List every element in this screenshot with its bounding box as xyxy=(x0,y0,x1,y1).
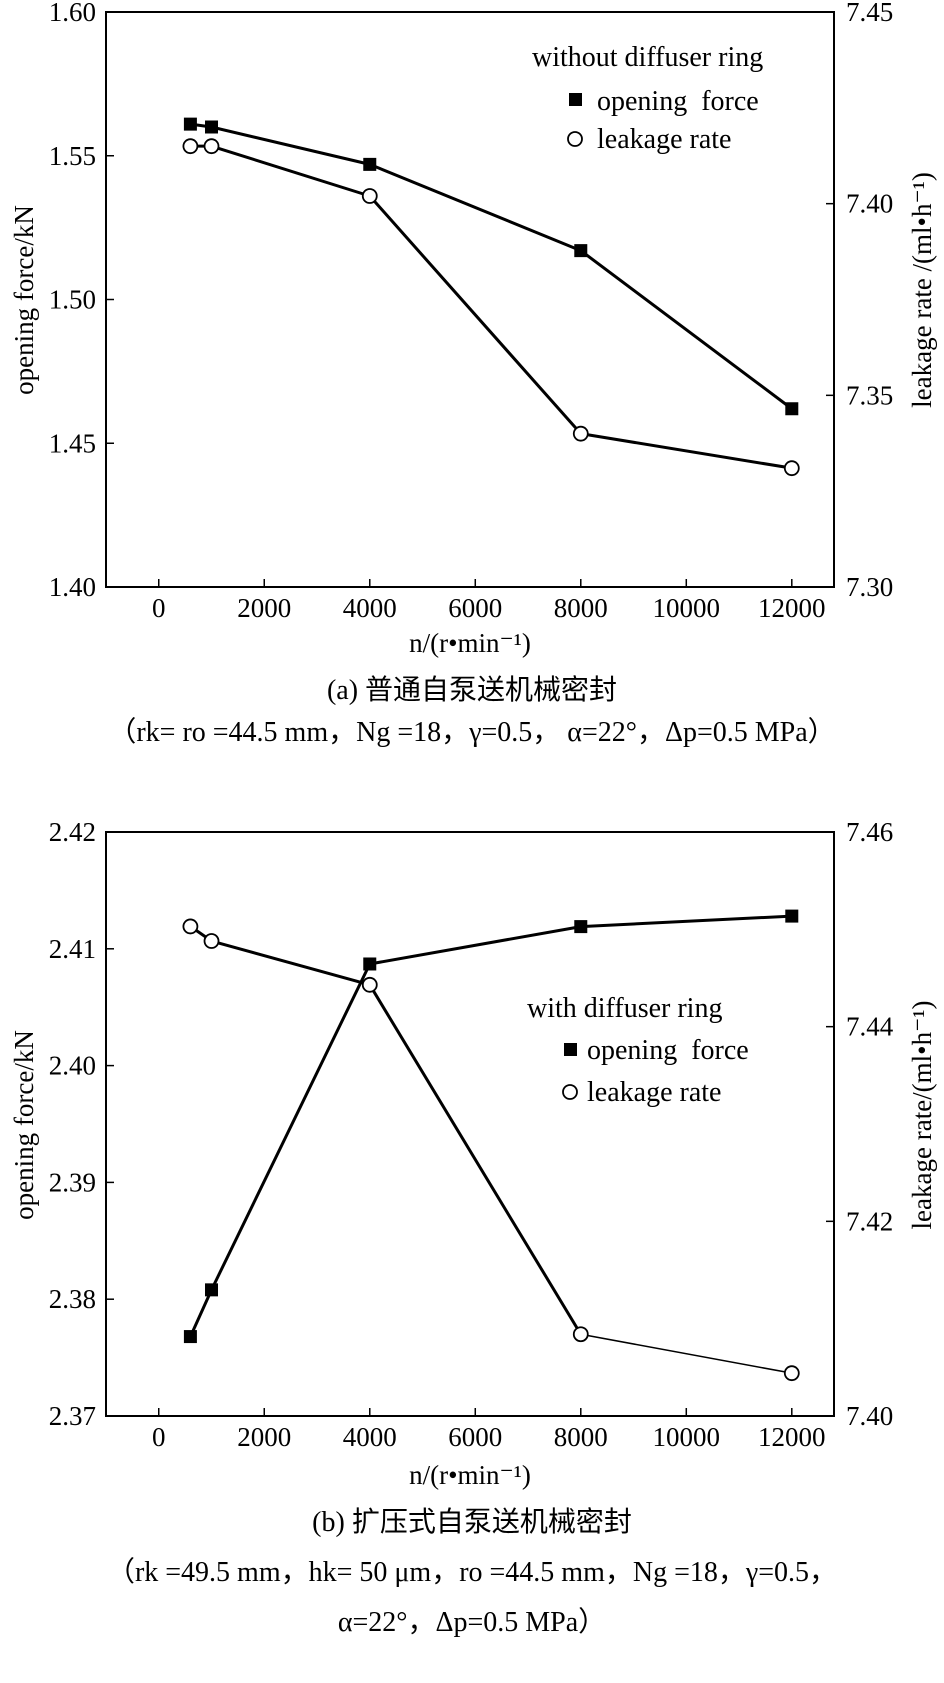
chart-b-caption-params-line1: （rk =49.5 mm，hk= 50 μm，ro =44.5 mm，Ng =1… xyxy=(106,1557,838,1588)
chart-a-caption-title: (a) 普通自泵送机械密封 xyxy=(326,675,618,706)
chart-a-opening-force-point xyxy=(574,244,588,258)
chart-a-y2-tick-label: 7.30 xyxy=(846,572,893,602)
chart-a-x-tick-label: 4000 xyxy=(343,593,397,623)
chart-b-leakage-rate-point xyxy=(203,933,220,949)
chart-b-y2-tick-label: 7.40 xyxy=(846,1401,893,1431)
chart-b-series-1-segment xyxy=(369,925,582,966)
chart-b-series-1-segment xyxy=(210,963,372,1291)
chart-a-x-tick-label: 0 xyxy=(152,593,166,623)
chart-a-y-tick-label: 1.45 xyxy=(49,428,96,458)
chart-a-series-2-segment xyxy=(580,432,793,470)
chart-a-y-tick-label: 1.60 xyxy=(49,0,96,27)
chart-a-y2-axis-label: leakage rate /(ml•h⁻¹) xyxy=(907,172,937,408)
chart-a-series-1-segment xyxy=(579,249,793,410)
chart-b-opening-force-point xyxy=(785,909,799,923)
chart-b-legend-square-marker xyxy=(564,1043,577,1056)
chart-a-y-tick-label: 1.50 xyxy=(49,285,96,315)
chart-b-series-2-segment xyxy=(368,984,583,1336)
chart-b-caption-params-line2: α=22°，Δp=0.5 MPa） xyxy=(337,1607,607,1638)
chart-b-plot-frame xyxy=(105,831,835,1417)
chart-b-x-tick-label: 2000 xyxy=(237,1422,291,1452)
chart-a-y2-tick-label: 7.35 xyxy=(846,380,893,410)
chart-b-y2-tick-label: 7.42 xyxy=(846,1206,893,1236)
chart-b-y2-axis-label: leakage rate/(ml•h⁻¹) xyxy=(907,1001,937,1230)
chart-b-opening-force-point xyxy=(183,1330,197,1344)
chart-b-opening-force-point xyxy=(363,957,377,971)
chart-a-leakage-rate-point xyxy=(203,138,220,155)
chart-b-x-tick-label: 8000 xyxy=(554,1422,608,1452)
chart-a-legend-series-2: leakage rate xyxy=(597,124,731,155)
chart-a-legend-square-marker xyxy=(569,93,582,106)
chart-b-x-tick-label: 4000 xyxy=(343,1422,397,1452)
chart-a-leakage-rate-point xyxy=(572,425,589,442)
chart-a-y2-tick-label: 7.40 xyxy=(846,189,893,219)
chart-a-series-2-segment xyxy=(211,144,371,198)
chart-b-y2-tick-label: 7.44 xyxy=(846,1012,894,1042)
chart-a-y2-tick-label: 7.45 xyxy=(846,0,893,27)
chart-b-series-1-segment xyxy=(189,1289,213,1338)
chart-a-y-tick-label: 1.55 xyxy=(49,141,96,171)
chart-b-y-tick-label: 2.37 xyxy=(49,1401,96,1431)
chart-a-leakage-rate-point xyxy=(182,138,199,155)
chart-b-caption-title: (b) 扩压式自泵送机械密封 xyxy=(312,1507,632,1538)
chart-b-leakage-rate-point xyxy=(361,976,378,993)
chart-a-y-axis-label: opening force/kN xyxy=(9,205,39,395)
chart-a-opening-force-point xyxy=(363,157,377,171)
chart-a-x-tick-label: 6000 xyxy=(448,593,502,623)
chart-a-y-tick-label: 1.40 xyxy=(49,572,96,602)
chart-a-opening-force-point xyxy=(785,402,799,416)
chart-b-series-2-segment xyxy=(211,939,371,987)
chart-b-legend-series-2: leakage rate xyxy=(587,1077,721,1108)
chart-a-series-2-segment xyxy=(368,195,582,435)
chart-b-series-2-segment xyxy=(580,1333,792,1374)
chart-a-x-tick-label: 2000 xyxy=(237,593,291,623)
chart-b-opening-force-point xyxy=(574,920,588,934)
chart-b-leakage-rate-point xyxy=(182,918,199,935)
chart-b-x-tick-label: 0 xyxy=(152,1422,166,1452)
chart-a-legend-circle-marker xyxy=(567,131,583,147)
chart-a-legend-title: without diffuser ring xyxy=(532,42,763,73)
chart-b-leakage-rate-point xyxy=(572,1326,589,1343)
chart-b: 0 2000 4000 6000 8000 10000 12000 2.37 2.38 2.39 2… xyxy=(9,817,937,1490)
chart-a-caption-params: （rk= ro =44.5 mm，Ng =18，γ=0.5， α=22°，Δp=… xyxy=(108,717,836,748)
chart-b-y-tick-label: 2.41 xyxy=(49,934,96,964)
chart-a-x-tick-label: 8000 xyxy=(554,593,608,623)
chart-b-legend-series-1: opening force xyxy=(587,1035,749,1066)
chart-a-series-1-segment xyxy=(369,162,582,253)
chart-a-x-tick-label: 10000 xyxy=(653,593,721,623)
chart-b-x-tick-label: 10000 xyxy=(653,1422,721,1452)
chart-b-y-tick-label: 2.38 xyxy=(49,1284,96,1314)
chart-b-opening-force-point xyxy=(205,1283,219,1297)
chart-b-x-tick-label: 12000 xyxy=(758,1422,826,1452)
chart-a-x-axis-label: n/(r•min⁻¹) xyxy=(409,628,531,658)
chart-b-leakage-rate-point xyxy=(783,1365,800,1382)
chart-a-opening-force-point xyxy=(183,117,197,131)
chart-a-legend-series-1: opening force xyxy=(597,86,759,117)
chart-b-y-tick-label: 2.40 xyxy=(49,1051,96,1081)
chart-b-x-tick-label: 6000 xyxy=(448,1422,502,1452)
chart-b-legend-title: with diffuser ring xyxy=(527,993,722,1024)
chart-a-leakage-rate-point xyxy=(783,460,800,477)
chart-b-y-tick-label: 2.39 xyxy=(49,1167,96,1197)
chart-a-opening-force-point xyxy=(205,120,219,134)
chart-b-y2-tick-label: 7.46 xyxy=(846,817,893,847)
chart-a-x-tick-label: 12000 xyxy=(758,593,826,623)
chart-a-leakage-rate-point xyxy=(361,188,378,204)
chart-a: 0 2000 4000 6000 8000 10000 12000 1.40 1.45 1.50 1… xyxy=(9,0,937,658)
chart-a-series-1-segment xyxy=(211,125,371,166)
chart-b-legend-circle-marker xyxy=(562,1084,578,1100)
chart-b-series-1-segment xyxy=(580,914,792,929)
chart-b-y-axis-label: opening force/kN xyxy=(9,1030,39,1220)
chart-b-y-tick-label: 2.42 xyxy=(49,817,96,847)
chart-b-x-axis-label: n/(r•min⁻¹) xyxy=(409,1460,531,1490)
